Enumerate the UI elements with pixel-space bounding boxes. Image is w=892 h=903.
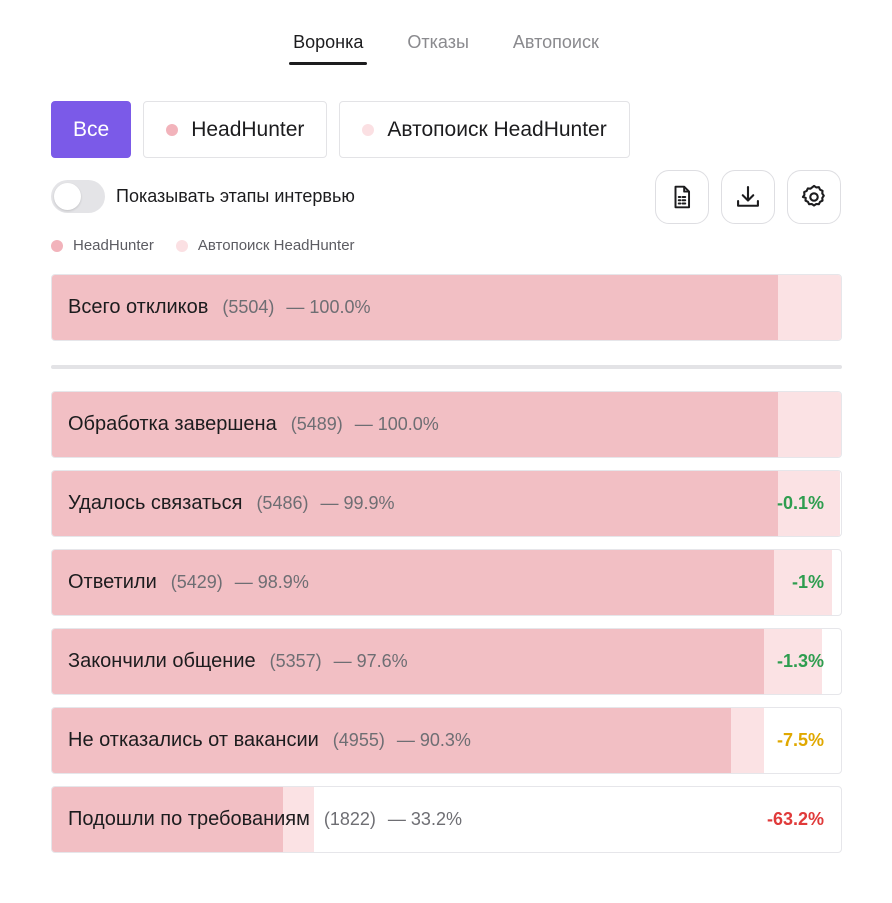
funnel-row[interactable]: Не отказались от вакансии (4955) — 90.3%… [51, 707, 842, 774]
row-text: Удалось связаться (5486) — 99.9% [68, 471, 395, 536]
filter-autosearch-headhunter-button[interactable]: Автопоиск HeadHunter [339, 101, 630, 158]
interview-stages-toggle-row: Показывать этапы интервью [51, 180, 355, 213]
row-text: Закончили общение (5357) — 97.6% [68, 629, 408, 694]
download-button[interactable] [721, 170, 775, 224]
row-label: Всего откликов [68, 296, 209, 318]
row-text: Подошли по требованиям (1822) — 33.2% [68, 787, 462, 852]
bar-headhunter-fill [52, 550, 774, 615]
bar-headhunter-fill [52, 275, 778, 340]
row-label: Не отказались от вакансии [68, 729, 319, 751]
row-text: Обработка завершена (5489) — 100.0% [68, 392, 439, 457]
filter-autosearch-label: Автопоиск HeadHunter [387, 117, 607, 141]
divider [51, 365, 842, 369]
legend-headhunter-dot-icon [51, 239, 63, 252]
funnel-row[interactable]: Удалось связаться (5486) — 99.9% -0.1% [51, 470, 842, 537]
row-text: Ответили (5429) — 98.9% [68, 550, 309, 615]
row-count: (5489) [290, 414, 343, 434]
funnel-row[interactable]: Подошли по требованиям (1822) — 33.2% -6… [51, 786, 842, 853]
row-count: (1822) [323, 809, 376, 829]
row-percent: — 100.0% [286, 297, 371, 317]
toggle-knob [54, 183, 81, 210]
row-percent: — 90.3% [396, 730, 471, 750]
funnel-row[interactable]: Закончили общение (5357) — 97.6% -1.3% [51, 628, 842, 695]
bar-headhunter-fill [52, 787, 284, 852]
funnel-row[interactable]: Обработка завершена (5489) — 100.0% [51, 391, 842, 458]
bar-headhunter-fill [52, 708, 732, 773]
filter-all-label: Все [73, 117, 110, 141]
row-label: Удалось связаться [68, 492, 243, 514]
row-percent: — 98.9% [234, 572, 309, 592]
row-delta: -0.1% [776, 493, 824, 513]
legend-autosearch-dot-icon [175, 239, 188, 252]
legend-autosearch-label: Автопоиск HeadHunter [197, 237, 355, 254]
export-spreadsheet-button[interactable] [655, 170, 709, 224]
row-delta: -7.5% [776, 730, 824, 750]
bar-headhunter-fill [52, 392, 778, 457]
row-label: Ответили [68, 571, 157, 593]
row-percent: — 99.9% [320, 493, 395, 513]
row-label: Закончили общение [68, 650, 256, 672]
settings-button[interactable] [787, 170, 841, 224]
tab-funnel[interactable]: Воронка [289, 28, 368, 65]
row-count: (5429) [170, 572, 223, 592]
filter-headhunter-label: HeadHunter [191, 117, 305, 141]
row-label: Обработка завершена [68, 413, 277, 435]
bar-headhunter-fill [52, 471, 778, 536]
tab-autosearch[interactable]: Автопоиск [512, 32, 599, 52]
row-text: Всего откликов (5504) — 100.0% [68, 275, 370, 340]
funnel-row[interactable]: Ответили (5429) — 98.9% -1% [51, 549, 842, 616]
spreadsheet-icon [674, 185, 691, 209]
toggle-label: Показывать этапы интервью [116, 186, 355, 206]
filter-all-button[interactable]: Все [51, 101, 132, 158]
row-delta: -63.2% [766, 809, 824, 829]
row-label: Подошли по требованиям [68, 808, 310, 830]
row-delta: -1.3% [776, 651, 824, 671]
bar-headhunter-fill [52, 629, 764, 694]
interview-stages-toggle[interactable] [51, 180, 105, 213]
row-percent: — 97.6% [333, 651, 408, 671]
row-percent: — 33.2% [387, 809, 462, 829]
gear-icon [801, 184, 825, 207]
row-percent: — 100.0% [354, 414, 439, 434]
row-count: (5504) [222, 297, 275, 317]
row-count: (5486) [256, 493, 309, 513]
legend-headhunter-label: HeadHunter [73, 237, 154, 254]
row-count: (4955) [332, 730, 385, 750]
filter-headhunter-button[interactable]: HeadHunter [143, 101, 328, 158]
source-filters: Все HeadHunter Автопоиск HeadHunter [51, 101, 630, 158]
funnel-tabs: Воронка Отказы Автопоиск [0, 28, 892, 65]
legend-item-headhunter: HeadHunter [51, 237, 154, 254]
download-icon [737, 186, 759, 207]
row-delta: -1% [791, 572, 824, 592]
row-count: (5357) [269, 651, 322, 671]
headhunter-dot-icon [166, 123, 179, 136]
funnel-row-total[interactable]: Всего откликов (5504) — 100.0% [51, 274, 842, 341]
tab-rejections[interactable]: Отказы [407, 32, 469, 52]
row-text: Не отказались от вакансии (4955) — 90.3% [68, 708, 471, 773]
autosearch-dot-icon [362, 123, 375, 136]
legend-item-autosearch: Автопоиск HeadHunter [175, 237, 355, 254]
legend: HeadHunter Автопоиск HeadHunter [51, 237, 377, 254]
